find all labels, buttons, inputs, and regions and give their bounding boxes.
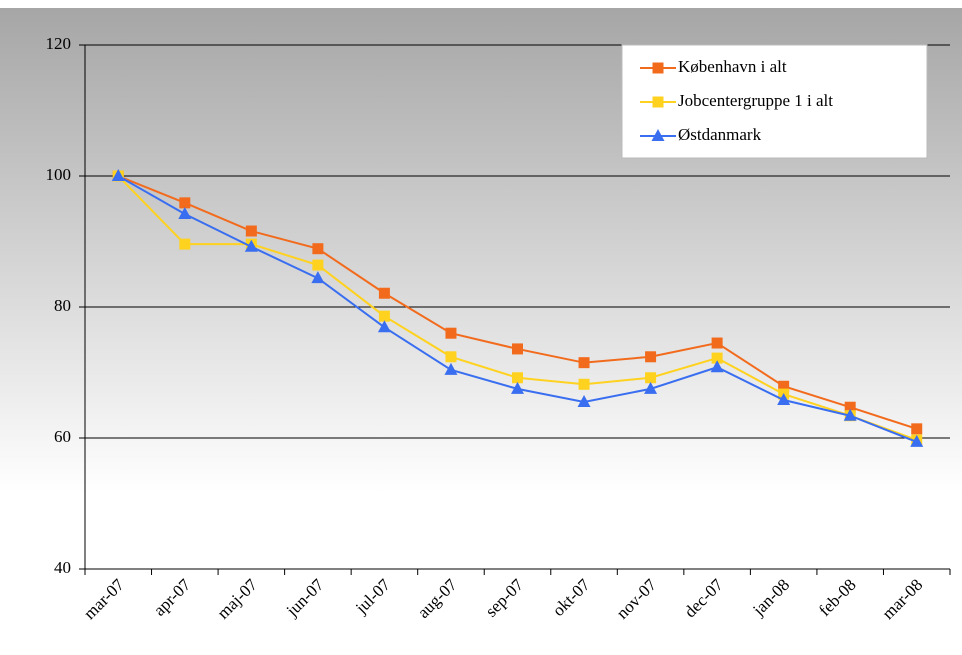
marker (245, 225, 257, 237)
marker (911, 423, 923, 435)
marker (711, 337, 723, 349)
marker (179, 197, 191, 209)
marker (178, 206, 192, 219)
y-tick-label: 100 (46, 165, 72, 184)
marker (445, 327, 457, 339)
marker (444, 362, 458, 375)
marker (778, 380, 790, 392)
marker (645, 351, 657, 363)
legend-label: Jobcentergruppe 1 i alt (678, 91, 833, 110)
marker (578, 357, 590, 369)
marker (511, 381, 524, 394)
marker (111, 169, 125, 181)
marker (378, 287, 390, 299)
y-tick-label: 60 (54, 427, 71, 446)
marker (377, 320, 391, 333)
marker (910, 434, 924, 447)
legend-marker (651, 129, 665, 141)
marker (311, 271, 325, 284)
marker (644, 381, 658, 394)
legend-label: København i alt (678, 57, 787, 76)
marker (179, 238, 191, 250)
y-tick-label: 80 (54, 296, 71, 315)
y-tick-label: 40 (54, 558, 71, 577)
legend: København i alt Jobcentergruppe 1 i alt Øs… (621, 44, 928, 159)
legend-label: Østdanmark (678, 125, 762, 144)
marker (843, 408, 857, 421)
y-tick-label: 120 (46, 34, 72, 53)
marker (577, 394, 591, 407)
marker (312, 259, 324, 271)
marker (578, 378, 590, 390)
marker (512, 343, 523, 355)
marker (512, 372, 523, 384)
marker (312, 243, 324, 255)
marker (777, 393, 791, 406)
legend-marker (652, 96, 664, 108)
marker (378, 310, 390, 322)
marker (710, 360, 724, 373)
marker (244, 239, 258, 252)
marker (445, 351, 457, 363)
legend-marker (652, 62, 664, 74)
marker (645, 372, 657, 384)
marker (844, 401, 856, 413)
marker (711, 352, 723, 364)
